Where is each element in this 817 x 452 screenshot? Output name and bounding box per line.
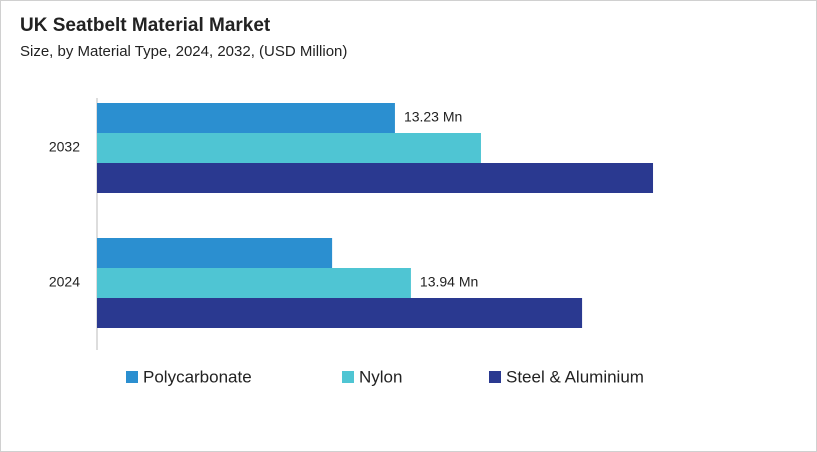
data-label: 13.94 Mn xyxy=(420,274,478,290)
bar xyxy=(97,163,654,193)
y-tick-label: 2024 xyxy=(49,274,80,290)
data-label: 13.23 Mn xyxy=(404,109,462,125)
legend-label: Nylon xyxy=(359,367,402,386)
bar xyxy=(97,103,395,133)
bar xyxy=(97,133,481,163)
chart-subtitle: Size, by Material Type, 2024, 2032, (USD… xyxy=(20,43,347,60)
chart-title: UK Seatbelt Material Market xyxy=(20,15,271,36)
bar xyxy=(97,268,411,298)
legend-label: Steel & Aluminium xyxy=(506,367,644,386)
bar xyxy=(97,238,333,268)
legend-swatch xyxy=(342,371,354,383)
y-tick-label: 2032 xyxy=(49,139,80,155)
bar xyxy=(97,298,583,328)
legend-swatch xyxy=(489,371,501,383)
legend-label: Polycarbonate xyxy=(143,367,252,386)
legend-swatch xyxy=(126,371,138,383)
